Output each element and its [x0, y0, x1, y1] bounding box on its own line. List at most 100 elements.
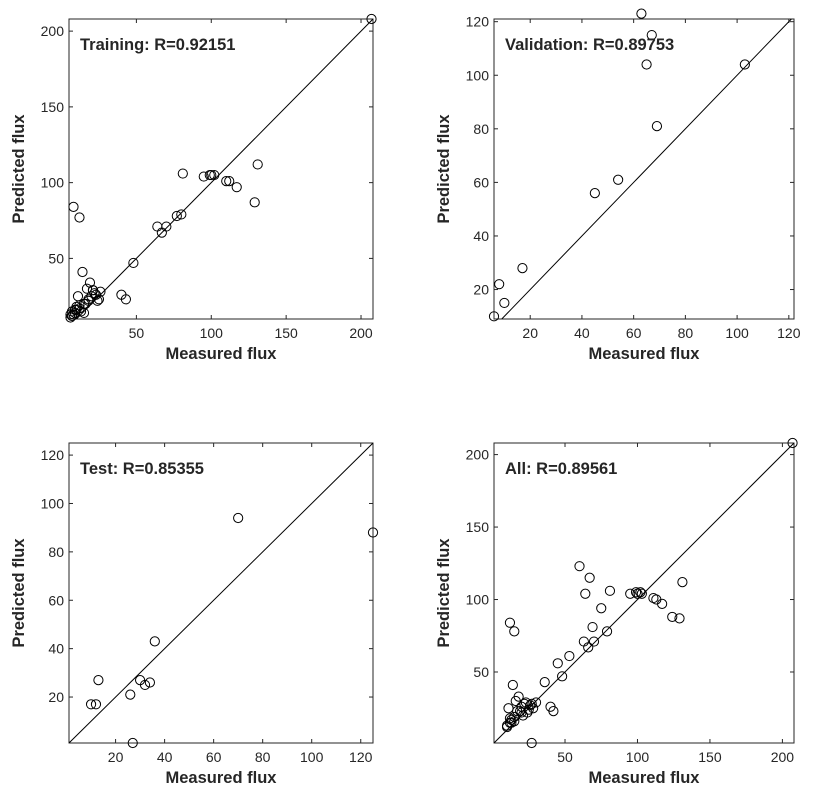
training-data-point: [71, 304, 82, 316]
test-y-axis-label: Predicted flux: [10, 538, 28, 648]
all-data-point: [648, 592, 659, 604]
all-data-point: [523, 704, 534, 715]
validation-y-tick-label: 60: [473, 174, 489, 190]
all-data-point: [588, 636, 600, 647]
validation-x-tick-label: 100: [725, 325, 749, 341]
validation-data-point: [499, 297, 510, 309]
all-data-point: [530, 697, 542, 708]
training-y-axis-label: Predicted flux: [10, 114, 28, 224]
all-y-tick-label: 50: [473, 664, 489, 680]
all-data-point: [526, 737, 537, 749]
validation-title: Validation: R=0.89753: [505, 36, 674, 54]
training-data-point: [81, 283, 93, 294]
validation-x-axis-label: Measured flux: [589, 345, 701, 363]
validation-x-tick-label: 120: [777, 325, 801, 341]
all-y-tick-label: 100: [466, 592, 490, 608]
all-data-point: [667, 611, 678, 623]
training-x-tick-label: 50: [129, 325, 145, 341]
all-x-tick-label: 200: [771, 749, 795, 765]
training-data-point: [176, 209, 187, 220]
validation-y-tick-label: 100: [466, 67, 490, 83]
training-data-point: [249, 197, 260, 208]
test-y-tick-label: 40: [48, 641, 64, 657]
test-title: Test: R=0.85355: [80, 460, 204, 478]
all-data-point: [635, 587, 646, 598]
training-data-point: [69, 307, 81, 319]
all-identity-line: [494, 443, 794, 743]
training-data-point: [366, 13, 377, 25]
training-data-point: [177, 168, 188, 179]
training-identity-line: [76, 19, 373, 319]
validation-x-tick-label: 80: [678, 325, 694, 341]
training-y-tick-label: 100: [41, 175, 65, 191]
test-identity-line: [69, 443, 373, 743]
all-data-point: [632, 588, 643, 599]
test-data-point: [139, 679, 151, 691]
validation-data-point: [646, 29, 657, 41]
test-y-tick-label: 20: [48, 689, 64, 705]
training-x-tick-label: 100: [200, 325, 224, 341]
all-data-point: [584, 572, 595, 583]
validation-x-tick-label: 40: [574, 325, 590, 341]
all-data-point: [516, 707, 527, 718]
validation-x-tick-label: 60: [626, 325, 642, 341]
test-x-tick-label: 120: [349, 749, 373, 765]
all-x-axis-label: Measured flux: [589, 769, 701, 787]
all-data-point: [552, 658, 563, 669]
test-x-axis-label: Measured flux: [166, 769, 278, 787]
training-data-point: [87, 285, 99, 296]
all-data-point: [517, 710, 529, 721]
validation-data-point: [636, 8, 647, 19]
all-x-tick-label: 100: [626, 749, 650, 765]
training-y-tick-label: 150: [41, 99, 65, 115]
validation-data-point: [589, 188, 600, 199]
training-x-tick-label: 150: [274, 325, 298, 341]
test-data-point: [125, 689, 136, 700]
test-data-point: [367, 527, 379, 538]
all-data-point: [507, 679, 518, 691]
training-title: Training: R=0.92151: [80, 36, 235, 54]
all-data-point: [509, 716, 520, 727]
test-data-point: [93, 674, 104, 686]
all-data-point: [604, 585, 616, 596]
training-x-tick-label: 200: [349, 325, 373, 341]
test-x-tick-label: 60: [206, 749, 222, 765]
validation-data-point: [494, 279, 505, 290]
training-data-point: [224, 176, 235, 187]
validation-data-point: [517, 263, 528, 274]
all-data-point: [528, 703, 539, 714]
all-x-tick-label: 50: [557, 749, 573, 765]
all-panel: 50 100 150 200 50 100 150 200 All: R=0.89561 Meas…: [435, 437, 798, 787]
test-data-point: [149, 636, 160, 647]
all-data-point: [583, 642, 594, 653]
all-data-point: [539, 677, 550, 688]
test-y-tick-label: 100: [41, 495, 65, 511]
validation-data-point: [739, 59, 750, 70]
validation-y-tick-label: 120: [466, 14, 490, 30]
test-x-tick-label: 100: [300, 749, 324, 765]
validation-data-point: [651, 121, 663, 132]
all-data-point: [636, 588, 647, 599]
validation-y-tick-label: 40: [473, 228, 489, 244]
training-data-point: [84, 277, 96, 288]
all-data-point: [520, 697, 531, 708]
all-data-point: [580, 588, 591, 599]
training-data-point: [198, 171, 209, 182]
all-data-point: [503, 703, 514, 714]
test-y-tick-label: 60: [48, 592, 64, 608]
all-data-point: [564, 650, 575, 662]
training-data-point: [128, 257, 139, 269]
all-data-point: [596, 603, 607, 614]
all-data-point: [548, 706, 559, 717]
training-data-point: [120, 294, 132, 305]
all-y-tick-label: 200: [466, 447, 490, 463]
validation-data-point: [613, 174, 624, 185]
validation-y-tick-label: 20: [473, 282, 489, 298]
test-x-tick-label: 80: [255, 749, 271, 765]
validation-panel: 20 40 60 80 100 120 20 40 60 80 100 120 Validation: …: [435, 8, 801, 363]
training-data-point: [74, 212, 85, 223]
validation-x-tick-label: 20: [522, 325, 538, 341]
all-x-tick-label: 150: [698, 749, 722, 765]
training-data-point: [252, 159, 263, 170]
